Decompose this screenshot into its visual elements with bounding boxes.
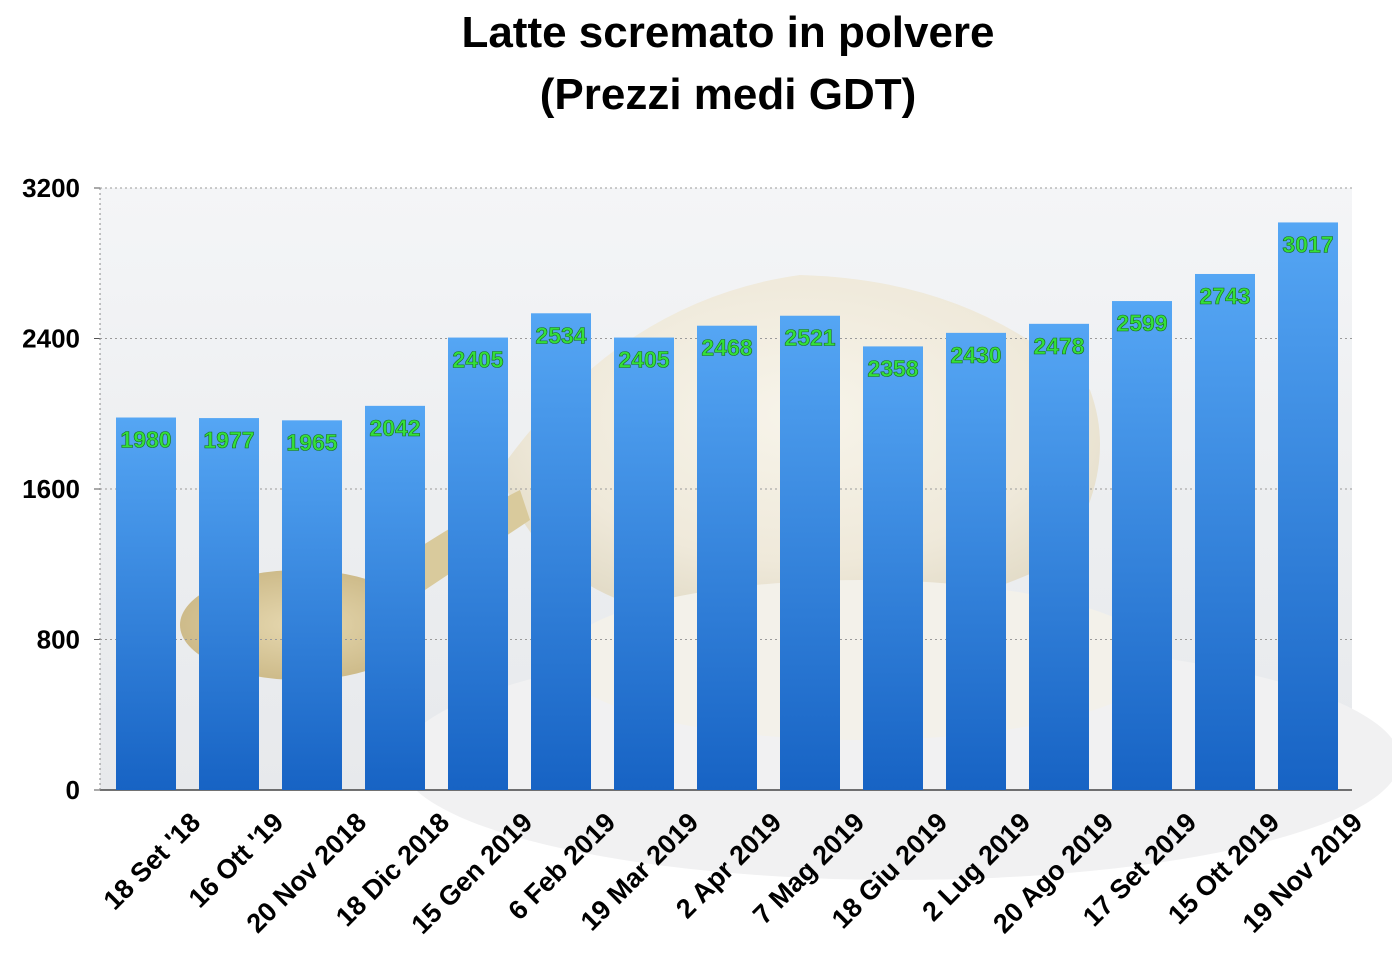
data-label: 2430	[950, 342, 1001, 368]
bar	[863, 346, 923, 790]
data-label: 1980	[120, 427, 171, 453]
bar	[282, 420, 342, 790]
data-label: 2599	[1116, 310, 1167, 336]
y-tick-label: 3200	[22, 173, 80, 203]
y-tick-labels: 0 800 1600 2400 3200	[22, 173, 80, 805]
data-label: 2358	[867, 355, 918, 381]
bar	[780, 315, 840, 790]
y-tick-label: 800	[37, 625, 80, 655]
y-tick-label: 1600	[22, 474, 80, 504]
chart-title-line-1: Latte scremato in polvere	[461, 8, 995, 57]
data-label: 2405	[618, 347, 669, 373]
bar	[365, 405, 425, 790]
data-label: 2478	[1033, 333, 1084, 359]
data-label: 2042	[369, 415, 420, 441]
data-labels: 1980 1977 1965 2042 2405 2534 2405 2468 2521 2358…	[120, 231, 1334, 456]
bar	[697, 325, 757, 790]
bar	[1278, 222, 1338, 790]
bar	[1195, 273, 1255, 790]
data-label: 2743	[1199, 283, 1250, 309]
bars	[116, 222, 1338, 790]
bar	[199, 418, 259, 790]
data-label: 3017	[1282, 231, 1333, 257]
data-label: 2521	[784, 325, 835, 351]
bar	[116, 417, 176, 790]
chart-title-line-2: (Prezzi medi GDT)	[539, 70, 917, 119]
bar	[1112, 301, 1172, 790]
bar	[1029, 323, 1089, 790]
bar	[531, 313, 591, 790]
bar	[448, 337, 508, 790]
data-label: 1977	[203, 427, 254, 453]
bar	[614, 337, 674, 790]
y-tick-label: 2400	[22, 324, 80, 354]
data-label: 2534	[535, 322, 586, 348]
data-label: 2405	[452, 347, 503, 373]
bar	[946, 332, 1006, 790]
data-label: 2468	[701, 335, 752, 361]
data-label: 1965	[286, 429, 337, 455]
y-tick-label: 0	[66, 775, 80, 805]
